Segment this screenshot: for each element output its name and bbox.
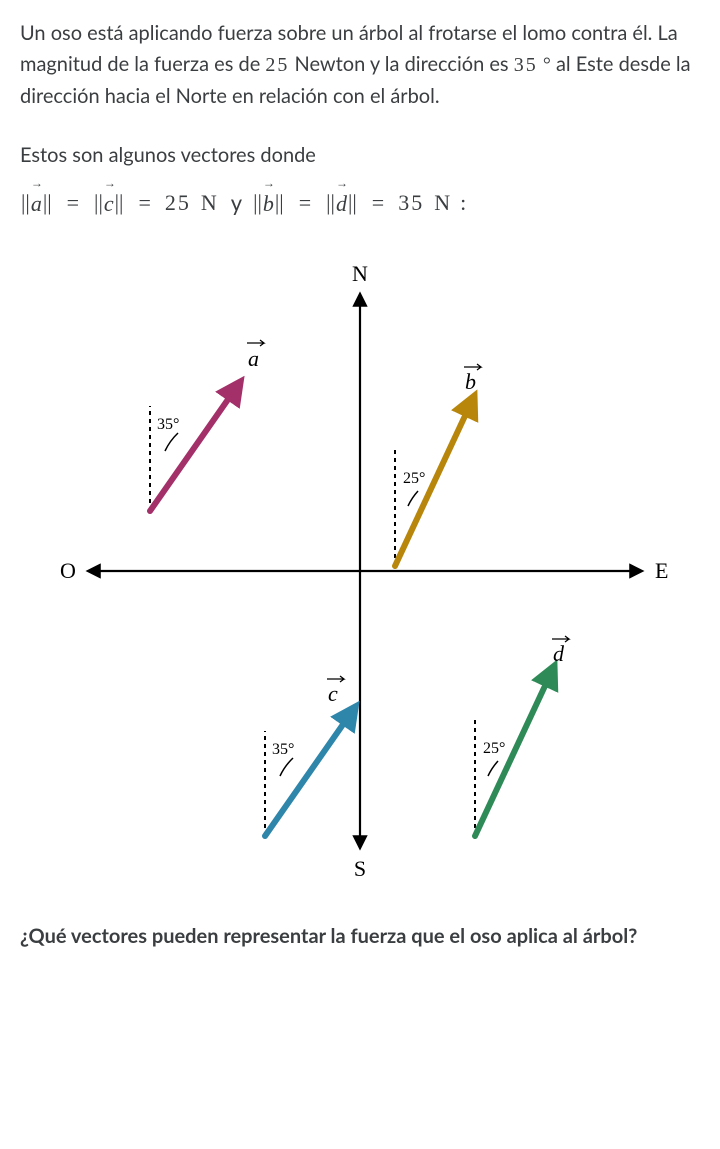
equals-2: = — [138, 186, 150, 220]
norm-c: ||→c|| — [93, 185, 124, 221]
vector-a-angle-arc — [165, 433, 178, 451]
vector-c-group: 35° c — [265, 676, 351, 836]
label-south: S — [354, 856, 366, 881]
and-word: y — [231, 186, 242, 220]
vector-a-label: a — [248, 346, 259, 371]
value-bd: 35 — [398, 186, 424, 220]
vector-c-label: c — [328, 681, 338, 706]
text-p2: Estos son algunos vectores donde — [20, 143, 316, 167]
vector-b-group: 25° b — [395, 364, 481, 566]
vector-b-angle-label: 25° — [403, 470, 425, 487]
problem-paragraph-2: Estos son algunos vectores donde — [20, 140, 700, 171]
equals-1: = — [67, 186, 79, 220]
value-ac: 25 — [165, 186, 191, 220]
force-magnitude: 25 — [265, 54, 289, 76]
unit-1: N — [201, 186, 217, 220]
vector-b-label: b — [465, 369, 476, 394]
vector-a-angle-label: 35° — [157, 416, 179, 433]
label-east: E — [655, 558, 668, 583]
vector-a-group: 35° a — [150, 340, 264, 511]
label-north: N — [352, 261, 368, 286]
norm-a: ||→a|| — [20, 185, 53, 221]
vector-d-angle-label: 25° — [483, 740, 505, 757]
vector-d-group: 25° d — [475, 636, 569, 836]
equals-3: = — [299, 186, 311, 220]
vector-a-arrow — [150, 388, 236, 511]
vector-b-angle-arc — [408, 491, 418, 506]
vector-magnitudes-equation: ||→a|| = ||→c|| = 25 N y ||→b|| = ||→d||… — [20, 185, 700, 221]
vector-c-angle-label: 35° — [272, 741, 294, 758]
colon: : — [460, 186, 466, 220]
label-west: O — [60, 558, 76, 583]
degree-symbol: ° — [543, 54, 551, 76]
norm-d: ||→d|| — [325, 185, 358, 221]
vector-c-arrow — [265, 713, 351, 836]
problem-paragraph-1: Un oso está aplicando fuerza sobre un ár… — [20, 18, 700, 112]
question-text: ¿Qué vectores pueden representar la fuer… — [20, 921, 700, 952]
vector-d-label: d — [553, 641, 565, 666]
equals-4: = — [372, 186, 384, 220]
text-mid: Newton y la dirección es — [295, 52, 514, 76]
unit-2: N — [434, 186, 450, 220]
angle-value: 35 — [514, 54, 538, 76]
norm-b: ||→b|| — [252, 185, 285, 221]
vector-d-angle-arc — [488, 761, 498, 776]
vector-c-angle-arc — [280, 758, 293, 776]
compass-vector-diagram: N S E O 35° a 25° b 35° c — [20, 251, 700, 891]
